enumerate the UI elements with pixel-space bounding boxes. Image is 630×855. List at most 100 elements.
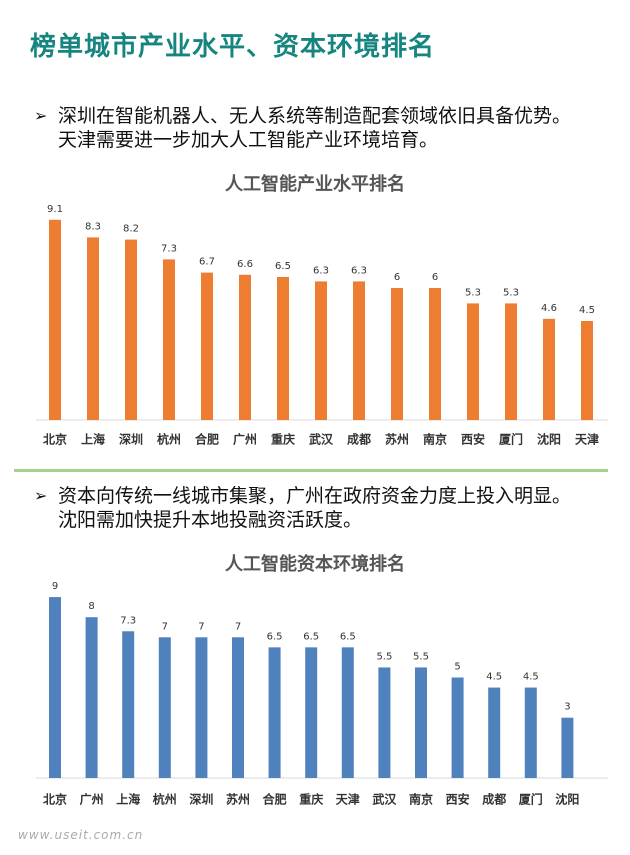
value-label: 9 [52,581,58,592]
bullet: ➢ 深圳在智能机器人、无人系统等制造配套领域依旧具备优势。天津需要进一步加大人工智… [34,104,594,152]
x-tick-label: 重庆 [271,432,295,447]
bar [467,303,479,420]
value-label: 4.5 [523,672,539,683]
bullet: ➢ 资本向传统一线城市集聚，广州在政府资金力度上投入明显。沈阳需加快提升本地投融资… [34,484,594,532]
x-tick-label: 广州 [80,792,104,807]
bar [341,647,354,778]
x-tick-label: 杭州 [153,792,177,807]
x-tick-label: 北京 [43,792,67,807]
bar [524,687,537,778]
x-tick-label: 深圳 [119,432,143,447]
bar [158,637,171,778]
x-tick-label: 杭州 [157,432,181,447]
page-title: 榜单城市产业水平、资本环境排名 [30,32,436,62]
value-label: 7 [198,621,204,632]
bar [268,647,281,778]
bar [239,274,251,420]
x-tick-label: 北京 [43,432,67,447]
value-label: 5.3 [465,287,481,298]
bar [315,281,327,420]
bullet-text: 深圳在智能机器人、无人系统等制造配套领域依旧具备优势。天津需要进一步加大人工智能… [58,105,572,151]
chart-title: 人工智能产业水平排名 [225,173,405,195]
watermark: www.useit.com.cn [18,828,144,842]
bar [581,321,593,420]
bar [429,288,441,420]
x-tick-label: 天津 [575,432,599,447]
x-tick-label: 厦门 [499,432,523,447]
x-tick-label: 西安 [446,792,470,807]
x-tick-label: 深圳 [189,792,213,807]
x-tick-label: 苏州 [385,432,409,447]
bar [122,631,135,778]
bar [488,687,501,778]
value-label: 6.3 [313,265,329,276]
value-label: 6 [432,272,438,283]
chart-title: 人工智能资本环境排名 [225,553,405,575]
value-label: 5.5 [413,651,429,662]
x-tick-label: 合肥 [195,432,219,447]
value-label: 4.5 [486,672,502,683]
separator [14,469,608,472]
value-label: 7.3 [161,243,177,254]
bar [49,597,61,778]
bar [415,667,427,778]
x-tick-label: 重庆 [299,792,323,807]
x-tick-label: 上海 [81,432,105,447]
value-label: 8.2 [123,224,139,235]
x-tick-label: 合肥 [263,792,287,807]
value-label: 6 [394,272,400,283]
bar [201,272,213,420]
bar [561,717,574,778]
x-tick-label: 天津 [336,792,360,807]
x-tick-label: 成都 [347,432,371,447]
bar [543,318,555,420]
bar [195,637,208,778]
x-tick-label: 广州 [233,432,257,447]
value-label: 6.6 [237,259,253,270]
bar [163,259,175,420]
value-label: 7 [235,621,241,632]
x-tick-label: 南京 [409,792,433,807]
x-tick-label: 武汉 [309,432,334,447]
bar [505,303,517,420]
value-label: 8.3 [85,221,101,232]
bullet-text: 资本向传统一线城市集聚，广州在政府资金力度上投入明显。沈阳需加快提升本地投融资活… [58,485,572,531]
value-label: 5 [454,662,460,673]
value-label: 9.1 [47,204,63,215]
chart: 人工智能产业水平排名 9.1 北京 8.3 上海 8.2 深圳 7.3 杭州 6.7 合肥 6.6 广州… [36,173,608,447]
bar [125,239,137,420]
bar [87,237,99,420]
value-label: 8 [88,601,94,612]
bar [85,617,98,778]
x-tick-label: 苏州 [226,792,250,807]
value-label: 6.5 [275,261,291,272]
value-label: 6.5 [340,631,356,642]
x-tick-label: 厦门 [519,792,543,807]
value-label: 6.5 [267,631,283,642]
value-label: 6.7 [199,257,215,268]
chart: 人工智能资本环境排名 9 北京 8 广州 7.3 上海 7 杭州 7 深圳 7 苏州 6.5 合肥 6.5 重庆… [36,553,608,807]
value-label: 7 [162,621,168,632]
x-tick-label: 南京 [423,432,447,447]
value-label: 4.6 [541,303,557,314]
x-tick-label: 上海 [116,792,140,807]
bar [277,277,289,420]
value-label: 4.5 [579,305,595,316]
bar [378,667,391,778]
bar [391,288,403,420]
bar [232,637,244,778]
bar [49,219,61,420]
value-label: 5.3 [503,287,519,298]
x-tick-label: 西安 [461,432,485,447]
value-label: 3 [564,702,570,713]
x-tick-label: 沈阳 [555,792,579,807]
bar [305,647,318,778]
bar [451,677,464,778]
x-tick-label: 成都 [482,792,506,807]
x-tick-label: 武汉 [372,792,397,807]
x-tick-label: 沈阳 [537,432,561,447]
value-label: 5.5 [376,651,392,662]
value-label: 6.3 [351,265,367,276]
value-label: 7.3 [120,615,136,626]
